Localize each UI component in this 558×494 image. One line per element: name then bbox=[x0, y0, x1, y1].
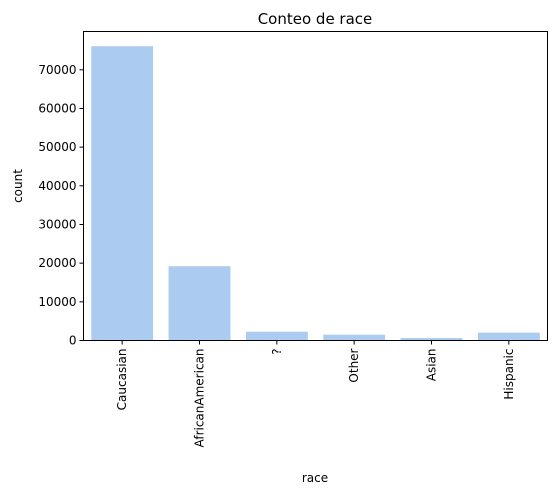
y-tick-label-1: 10000 bbox=[38, 295, 76, 309]
bars bbox=[91, 46, 540, 341]
y-axis-label: count bbox=[11, 169, 25, 203]
y-tick-label-7: 70000 bbox=[38, 63, 76, 77]
y-tick-label-2: 20000 bbox=[38, 256, 76, 270]
bar-0 bbox=[91, 46, 154, 341]
bar-3 bbox=[323, 334, 386, 341]
x-tick-label-1: AfricanAmerican bbox=[193, 349, 207, 448]
bar-2 bbox=[245, 331, 308, 341]
bar-1 bbox=[168, 266, 231, 341]
y-tick-label-0: 0 bbox=[69, 334, 77, 348]
x-tick-label-5: Hispanic bbox=[502, 349, 516, 400]
x-tick-label-2: ? bbox=[270, 349, 284, 355]
x-tick-label-0: Caucasian bbox=[115, 349, 129, 411]
chart-title: Conteo de race bbox=[258, 10, 373, 28]
y-tick-label-3: 30000 bbox=[38, 217, 76, 231]
y-axis-ticks: 0 10000 20000 30000 40000 50000 60000 70000 bbox=[38, 63, 84, 348]
y-tick-label-5: 50000 bbox=[38, 140, 76, 154]
y-tick-label-4: 40000 bbox=[38, 179, 76, 193]
x-tick-label-3: Other bbox=[347, 348, 361, 382]
x-tick-label-4: Asian bbox=[425, 349, 439, 382]
x-axis-label: race bbox=[302, 471, 328, 485]
y-tick-label-6: 60000 bbox=[38, 101, 76, 115]
plot-frame bbox=[83, 31, 548, 341]
x-axis-ticks: Caucasian AfricanAmerican? Other Asian Hispa… bbox=[115, 340, 516, 448]
bar-5 bbox=[477, 332, 540, 341]
bar-4 bbox=[400, 338, 463, 341]
